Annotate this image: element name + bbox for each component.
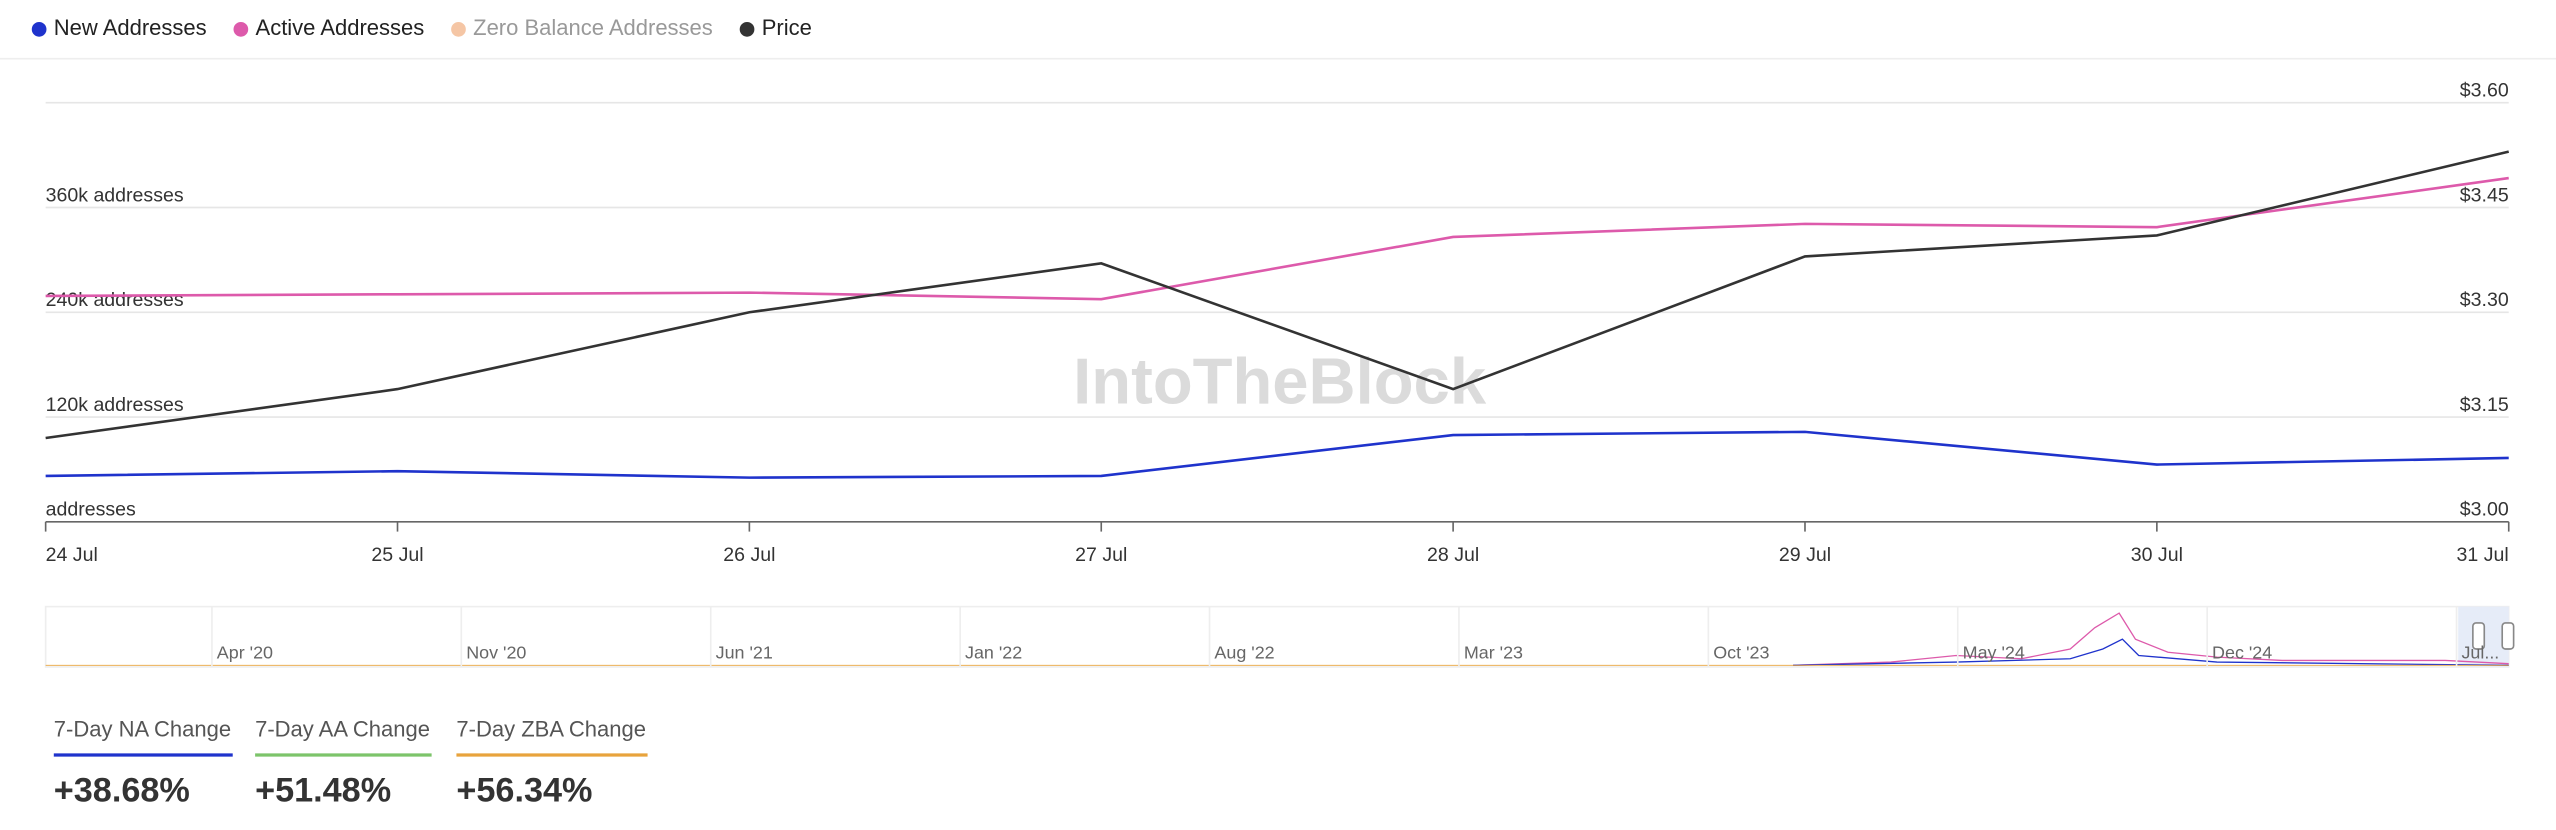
legend-label[interactable]: Active Addresses bbox=[256, 15, 425, 40]
legend-label[interactable]: Zero Balance Addresses bbox=[473, 15, 713, 40]
watermark: IntoTheBlock bbox=[1073, 345, 1487, 418]
y-tick-label: 360k addresses bbox=[46, 184, 184, 206]
navigator-label: Jul... bbox=[2461, 643, 2499, 663]
legend-label[interactable]: New Addresses bbox=[54, 15, 207, 40]
navigator-label: Oct '23 bbox=[1713, 643, 1769, 663]
stat-label: 7-Day NA Change bbox=[54, 716, 231, 741]
stat-value: +56.34% bbox=[456, 772, 592, 810]
stat-value: +51.48% bbox=[255, 772, 391, 810]
legend-label[interactable]: Price bbox=[762, 15, 812, 40]
x-tick-label: 31 Jul bbox=[2457, 544, 2509, 566]
y-tick-label: 120k addresses bbox=[46, 394, 184, 416]
x-tick-label: 30 Jul bbox=[2131, 544, 2183, 566]
legend-swatch bbox=[739, 22, 755, 37]
stat-value: +38.68% bbox=[54, 772, 190, 810]
y-tick-label: addresses bbox=[46, 499, 136, 521]
stat-label: 7-Day AA Change bbox=[255, 716, 430, 741]
navigator-label: Jan '22 bbox=[965, 643, 1022, 663]
x-tick-label: 25 Jul bbox=[371, 544, 423, 566]
navigator-label: May '24 bbox=[1963, 643, 2025, 663]
navigator-line bbox=[1793, 638, 2509, 666]
y2-tick-label: $3.60 bbox=[2460, 79, 2509, 101]
y2-tick-label: $3.00 bbox=[2460, 499, 2509, 521]
navigator-label: Nov '20 bbox=[466, 643, 526, 663]
navigator-handle[interactable] bbox=[2501, 622, 2515, 650]
y2-tick-label: $3.15 bbox=[2460, 394, 2509, 416]
navigator-label: Apr '20 bbox=[217, 643, 273, 663]
x-tick-label: 28 Jul bbox=[1427, 544, 1479, 566]
series-line bbox=[45, 176, 2509, 301]
navigator-label: Mar '23 bbox=[1464, 643, 1523, 663]
x-tick-label: 24 Jul bbox=[46, 544, 98, 566]
y2-tick-label: $3.45 bbox=[2460, 184, 2509, 206]
x-tick-label: 27 Jul bbox=[1075, 544, 1127, 566]
stat-label: 7-Day ZBA Change bbox=[456, 716, 646, 741]
y2-tick-label: $3.30 bbox=[2460, 289, 2509, 311]
navigator-line bbox=[1793, 612, 2509, 666]
legend-swatch bbox=[451, 22, 466, 37]
navigator-handle[interactable] bbox=[2472, 622, 2486, 650]
navigator-label: Dec '24 bbox=[2212, 643, 2272, 663]
navigator-label: Aug '22 bbox=[1214, 643, 1274, 663]
legend-swatch bbox=[233, 22, 249, 37]
x-tick-label: 29 Jul bbox=[1779, 544, 1831, 566]
navigator bbox=[44, 605, 2510, 668]
y-tick-label: 240k addresses bbox=[46, 289, 184, 311]
legend-swatch bbox=[31, 22, 47, 37]
series-line bbox=[45, 150, 2510, 440]
x-tick-label: 26 Jul bbox=[723, 544, 775, 566]
navigator-label: Jun '21 bbox=[716, 643, 773, 663]
series-line bbox=[45, 430, 2509, 479]
